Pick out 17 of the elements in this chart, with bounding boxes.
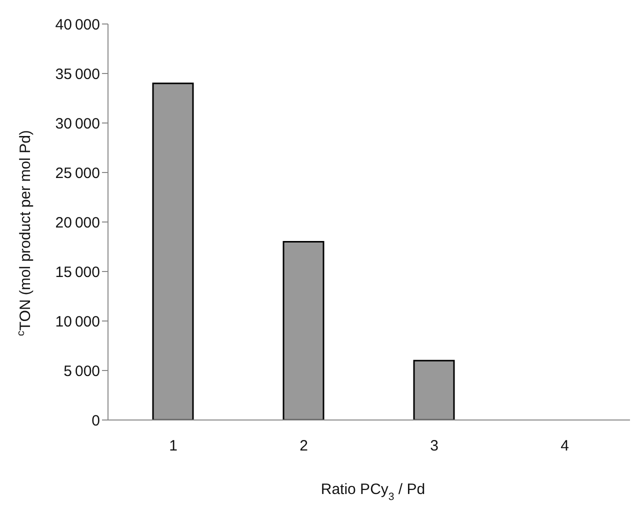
bar: [413, 360, 455, 420]
x-tick-label: 2: [300, 438, 308, 455]
y-tick-label: 40 000: [55, 16, 100, 34]
bar: [282, 241, 324, 420]
x-tick-label: 1: [169, 438, 178, 455]
y-tick-label: 30 000: [55, 115, 100, 132]
y-tick-label: 5 000: [64, 362, 100, 380]
y-tick-label: 10 000: [55, 313, 100, 330]
y-tick-label: 25 000: [55, 164, 100, 182]
bar: [152, 82, 194, 420]
x-axis-title: Ratio PCy$_{3}$ / Pd: [320, 481, 426, 503]
y-tick-label: 35 000: [55, 66, 100, 83]
y-tick-label: 0: [92, 412, 100, 430]
x-tick-label: 3: [430, 438, 438, 455]
y-tick-label: 15 000: [55, 264, 100, 281]
x-tick-label: 4: [560, 438, 569, 455]
y-tick-label: 20 000: [55, 214, 100, 232]
